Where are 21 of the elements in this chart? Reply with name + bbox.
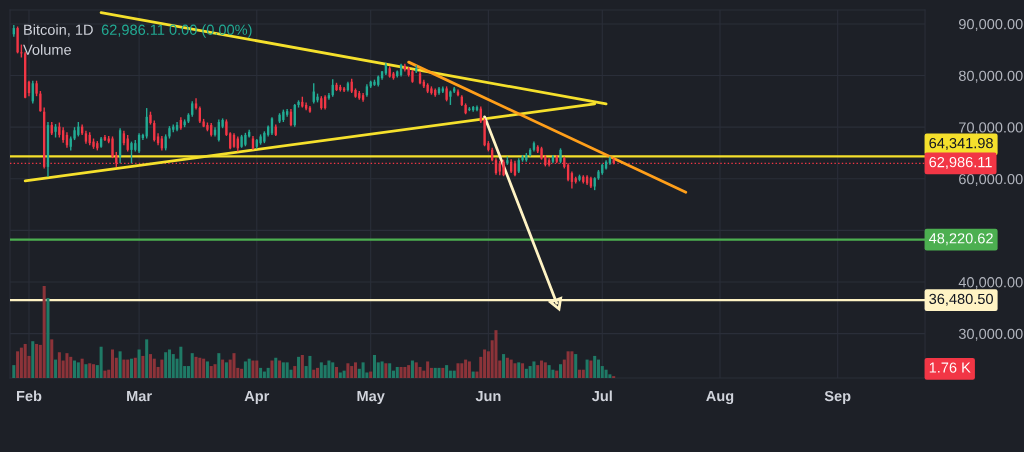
chart-title: Volume [23,44,71,55]
y-tick-label: 40,000.00 [958,277,1023,290]
x-tick-label: Feb [17,390,42,402]
ref-line-label: 36,480.50 [929,293,993,306]
x-tick-label: Mar [127,391,152,402]
x-tick-label: Sep [824,390,851,405]
y-tick-label: 90,000.00 [959,19,1023,32]
y-tick-label: 70,000.00 [959,122,1023,135]
ref-line-label: 48,220.62 [928,233,993,246]
x-tick-label: Jul [591,390,612,402]
y-tick-label: 30,000.00 [958,328,1023,341]
x-tick-label: Aug [706,390,734,405]
text: Bitcoin, 1D [24,24,93,37]
ref-line-label: 64,341.98 [929,137,993,150]
y-tick-label: 80,000.00 [958,70,1023,83]
text: 1.76 K [929,362,971,373]
y-tick-label: 60,000.00 [959,173,1023,186]
x-tick-label: Apr [244,391,270,405]
x-tick-label: Jun [475,391,501,402]
x-tick-label: May [357,391,385,405]
ref-line-label: 62,986.11 [929,156,992,169]
